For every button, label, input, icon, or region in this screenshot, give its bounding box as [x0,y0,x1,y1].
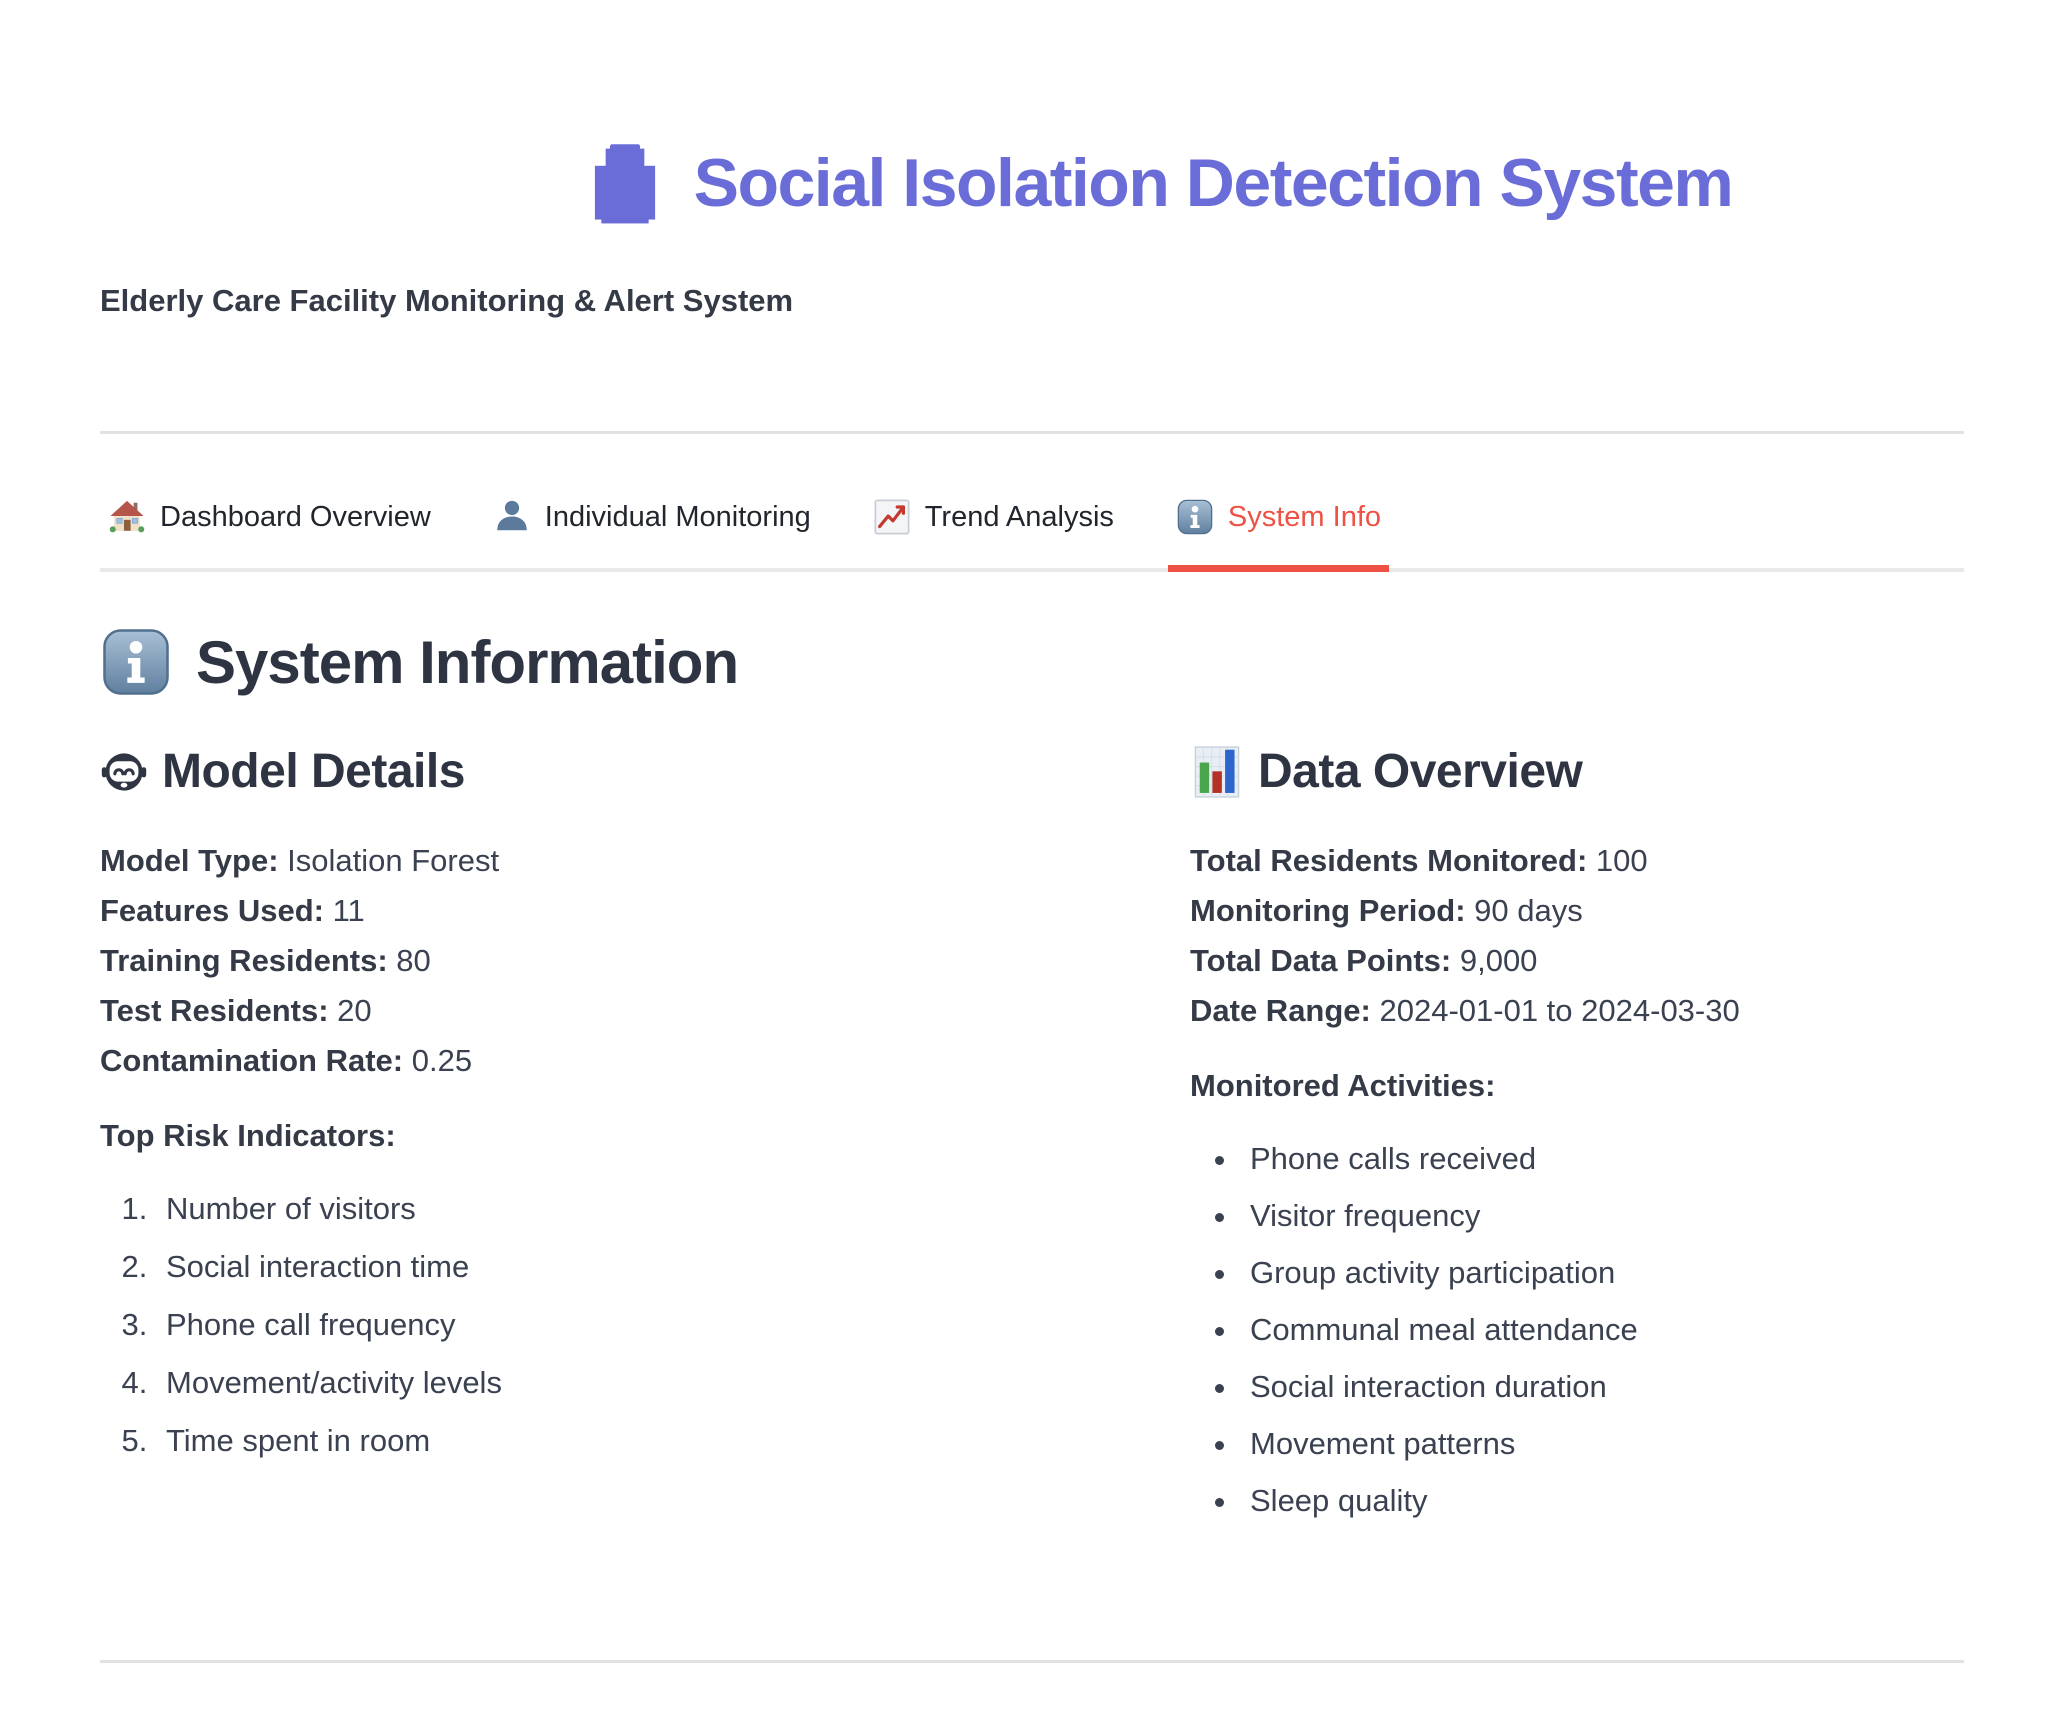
model-details-fields: Model Type: Isolation Forest Features Us… [100,845,1085,1076]
list-item: Movement/activity levels [156,1367,1085,1398]
house-icon [108,498,146,536]
tab-label: Dashboard Overview [160,500,431,533]
tab-label: System Info [1227,500,1382,533]
field-features-used: Features Used: 11 [100,893,365,928]
content-columns: Model Details Model Type: Isolation Fore… [100,744,1964,1542]
page-title: Social Isolation Detection System [693,145,1734,221]
model-details-heading: Model Details [100,744,1085,799]
risk-indicators-list: Number of visitors Social interaction ti… [100,1193,1085,1456]
data-overview-fields: Total Residents Monitored: 100 Monitorin… [1190,845,1964,1026]
list-item: Number of visitors [156,1193,1085,1224]
app-title-row: Social Isolation Detection System [582,140,1734,226]
tab-trend-analysis[interactable]: Trend Analysis [865,484,1122,568]
section-heading: System Information [100,626,1964,698]
section-title-text: System Information [196,628,739,696]
field-model-type: Model Type: Isolation Forest [100,843,500,878]
model-details-column: Model Details Model Type: Isolation Fore… [100,744,1085,1542]
building-icon [582,140,668,226]
bottom-divider [100,1660,1964,1663]
robot-icon [100,748,148,796]
chart-increasing-icon [873,498,911,536]
info-icon [100,626,172,698]
tab-individual-monitoring[interactable]: Individual Monitoring [485,484,819,568]
tab-dashboard-overview[interactable]: Dashboard Overview [100,484,439,568]
tab-label: Individual Monitoring [544,500,811,533]
list-item: Communal meal attendance [1240,1314,1964,1345]
field-contamination-rate: Contamination Rate: 0.25 [100,1043,473,1078]
model-details-title: Model Details [162,745,465,798]
list-item: Sleep quality [1240,1485,1964,1516]
info-icon [1176,498,1214,536]
monitored-activities-list: Phone calls received Visitor frequency G… [1190,1143,1964,1516]
list-item: Group activity participation [1240,1257,1964,1288]
app-header: Social Isolation Detection System [100,0,1964,231]
list-item: Time spent in room [156,1425,1085,1456]
top-risk-indicators-heading: Top Risk Indicators: [100,1118,396,1153]
field-date-range: Date Range: 2024-01-01 to 2024-03-30 [1190,993,1740,1028]
field-total-data-points: Total Data Points: 9,000 [1190,943,1538,978]
tab-bar: Dashboard Overview Individual Monitoring… [100,484,1964,572]
page-container: Social Isolation Detection System Elderl… [0,0,2064,1663]
data-overview-heading: Data Overview [1190,744,1964,799]
list-item: Movement patterns [1240,1428,1964,1459]
list-item: Social interaction duration [1240,1371,1964,1402]
bar-chart-icon [1190,745,1244,799]
app-subtitle: Elderly Care Facility Monitoring & Alert… [100,283,794,318]
data-overview-column: Data Overview Total Residents Monitored:… [1190,744,1964,1542]
data-overview-title: Data Overview [1258,745,1583,798]
field-test-residents: Test Residents: 20 [100,993,372,1028]
list-item: Phone calls received [1240,1143,1964,1174]
list-item: Visitor frequency [1240,1200,1964,1231]
list-item: Phone call frequency [156,1309,1085,1340]
field-training-residents: Training Residents: 80 [100,943,431,978]
field-total-residents: Total Residents Monitored: 100 [1190,843,1648,878]
person-icon [493,498,531,536]
header-divider [100,431,1964,434]
list-item: Social interaction time [156,1251,1085,1282]
tab-system-info[interactable]: System Info [1167,484,1390,572]
tab-label: Trend Analysis [924,500,1114,533]
field-monitoring-period: Monitoring Period: 90 days [1190,893,1583,928]
monitored-activities-heading: Monitored Activities: [1190,1068,1496,1103]
